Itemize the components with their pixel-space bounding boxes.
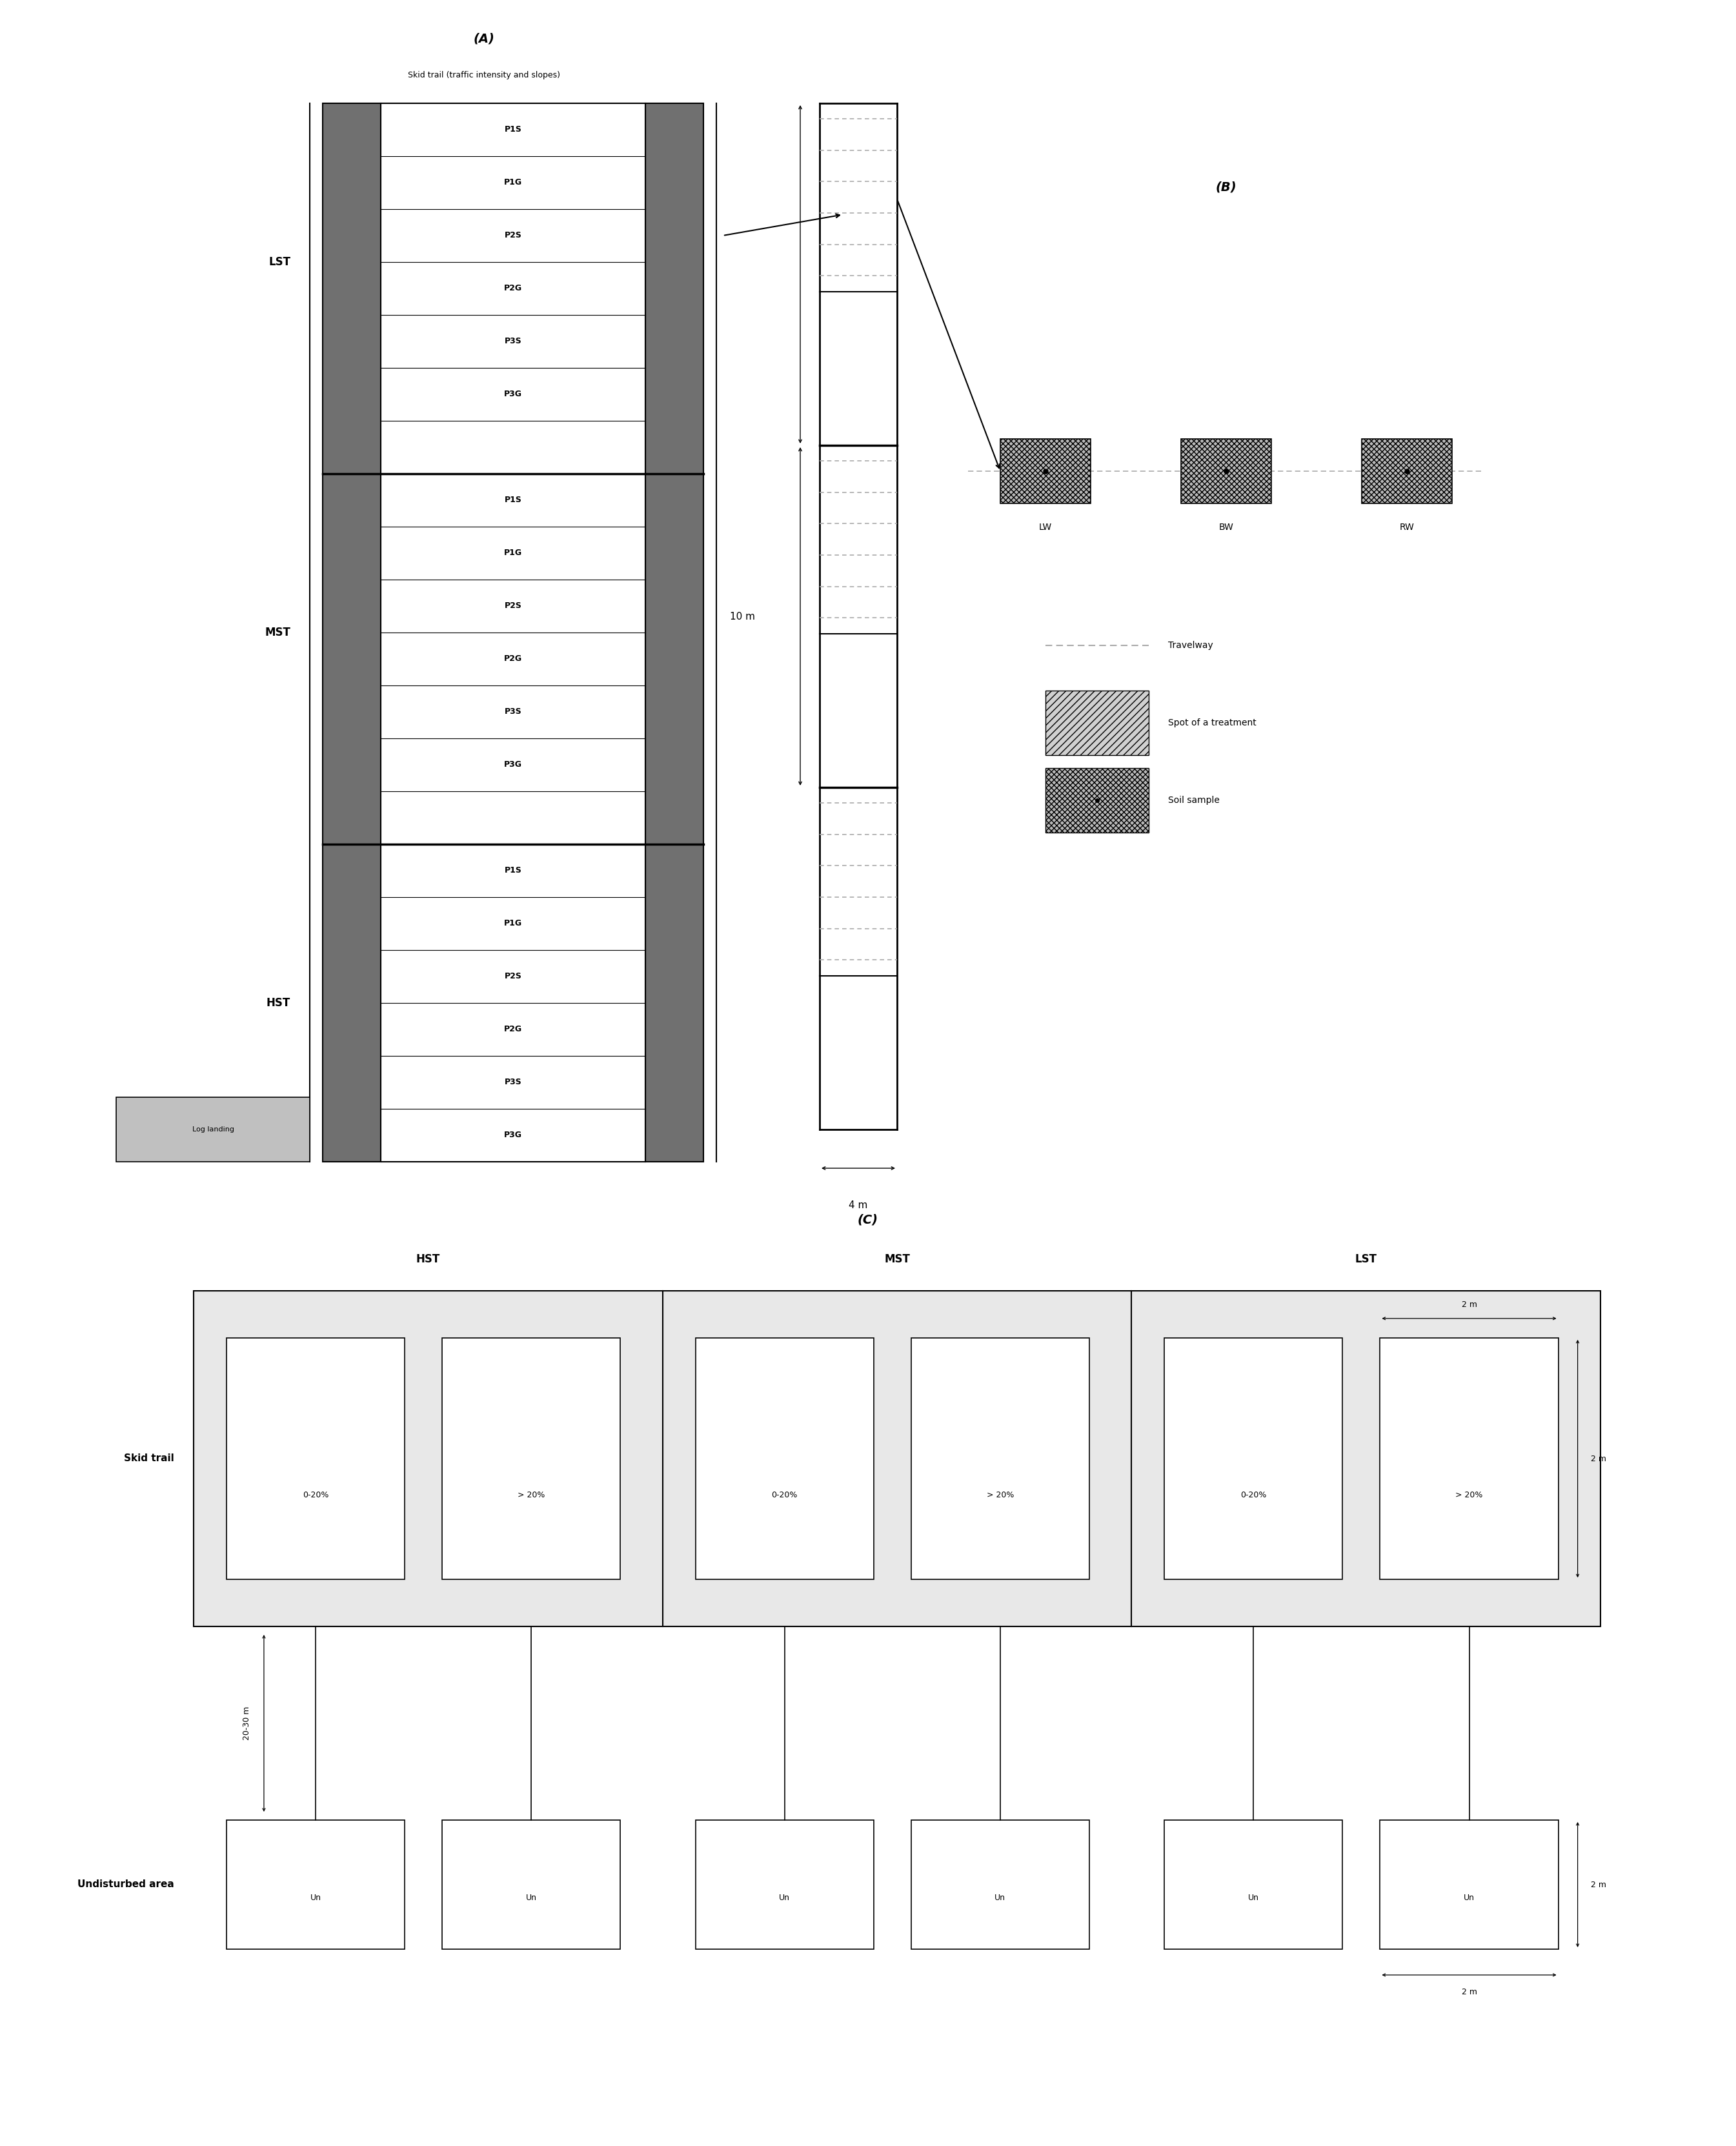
Text: > 20%: > 20%: [1455, 1491, 1483, 1500]
Bar: [911, 1820, 1088, 1949]
Text: P2S: P2S: [505, 972, 523, 981]
Text: Un: Un: [1248, 1893, 1259, 1901]
Text: P3S: P3S: [505, 708, 523, 717]
Text: P1S: P1S: [505, 496, 523, 504]
Text: P3G: P3G: [503, 1131, 523, 1140]
Text: 2 m: 2 m: [1590, 1880, 1606, 1888]
Text: 2 m: 2 m: [1590, 1455, 1606, 1464]
Text: P3S: P3S: [505, 337, 523, 346]
Text: Log landing: Log landing: [193, 1127, 234, 1133]
Text: Un: Un: [526, 1893, 536, 1901]
Text: 4 m: 4 m: [849, 1200, 868, 1210]
Text: P3S: P3S: [505, 1077, 523, 1086]
Bar: [911, 1337, 1088, 1579]
Text: HST: HST: [266, 998, 290, 1009]
Text: Skid trail (traffic intensity and slopes): Skid trail (traffic intensity and slopes…: [408, 71, 561, 79]
Text: Travelway: Travelway: [1168, 642, 1213, 650]
Bar: [1165, 1337, 1342, 1579]
Bar: [443, 1820, 620, 1949]
Text: (A): (A): [474, 32, 495, 45]
Text: Un: Un: [311, 1893, 321, 1901]
Text: Skid trail: Skid trail: [123, 1453, 174, 1464]
Text: Soil sample: Soil sample: [1168, 796, 1220, 805]
Bar: [1045, 768, 1149, 833]
Text: P3G: P3G: [503, 391, 523, 399]
Text: LST: LST: [269, 255, 290, 268]
Text: BW: BW: [1219, 524, 1234, 532]
Text: 0-20%: 0-20%: [1241, 1491, 1267, 1500]
Text: 20-30 m: 20-30 m: [243, 1706, 252, 1740]
Text: > 20%: > 20%: [986, 1491, 1014, 1500]
Text: LW: LW: [1038, 524, 1052, 532]
Text: 0-20%: 0-20%: [302, 1491, 328, 1500]
Text: P2S: P2S: [505, 232, 523, 240]
Text: P1G: P1G: [503, 918, 523, 927]
Bar: [1380, 1337, 1559, 1579]
Bar: [1180, 440, 1271, 504]
Bar: [1045, 691, 1149, 755]
Text: 10 m: 10 m: [729, 612, 755, 620]
Text: LST: LST: [1356, 1253, 1377, 1264]
Text: Undisturbed area: Undisturbed area: [78, 1880, 174, 1888]
Bar: [1361, 440, 1451, 504]
Text: (C): (C): [858, 1212, 878, 1225]
Bar: [696, 1820, 873, 1949]
Bar: [194, 1292, 1601, 1627]
Bar: [323, 103, 380, 1161]
Text: MST: MST: [884, 1253, 910, 1264]
Text: Spot of a treatment: Spot of a treatment: [1168, 719, 1257, 727]
Text: 0-20%: 0-20%: [771, 1491, 797, 1500]
Text: P1S: P1S: [505, 124, 523, 133]
Bar: [1380, 1820, 1559, 1949]
Text: P2G: P2G: [503, 1026, 523, 1034]
Text: Un: Un: [995, 1893, 1005, 1901]
Bar: [1000, 440, 1090, 504]
Bar: [226, 1337, 404, 1579]
Bar: [646, 103, 703, 1161]
Bar: [696, 1337, 873, 1579]
Bar: [116, 1097, 309, 1161]
Text: (B): (B): [1215, 180, 1236, 193]
Text: P2S: P2S: [505, 601, 523, 609]
Text: P2G: P2G: [503, 655, 523, 663]
Text: 2 m: 2 m: [1462, 1300, 1477, 1309]
Text: P3G: P3G: [503, 760, 523, 768]
Text: 2 m: 2 m: [1462, 1987, 1477, 1996]
Text: RW: RW: [1399, 524, 1415, 532]
Text: P2G: P2G: [503, 283, 523, 292]
Bar: [380, 103, 646, 1161]
Text: Un: Un: [779, 1893, 790, 1901]
Bar: [443, 1337, 620, 1579]
Text: MST: MST: [264, 627, 290, 637]
Bar: [226, 1820, 404, 1949]
Text: Un: Un: [1463, 1893, 1474, 1901]
Text: P1G: P1G: [503, 178, 523, 187]
Text: P1S: P1S: [505, 867, 523, 876]
Bar: [1165, 1820, 1342, 1949]
Text: > 20%: > 20%: [517, 1491, 545, 1500]
Text: HST: HST: [417, 1253, 441, 1264]
Text: P1G: P1G: [503, 549, 523, 558]
